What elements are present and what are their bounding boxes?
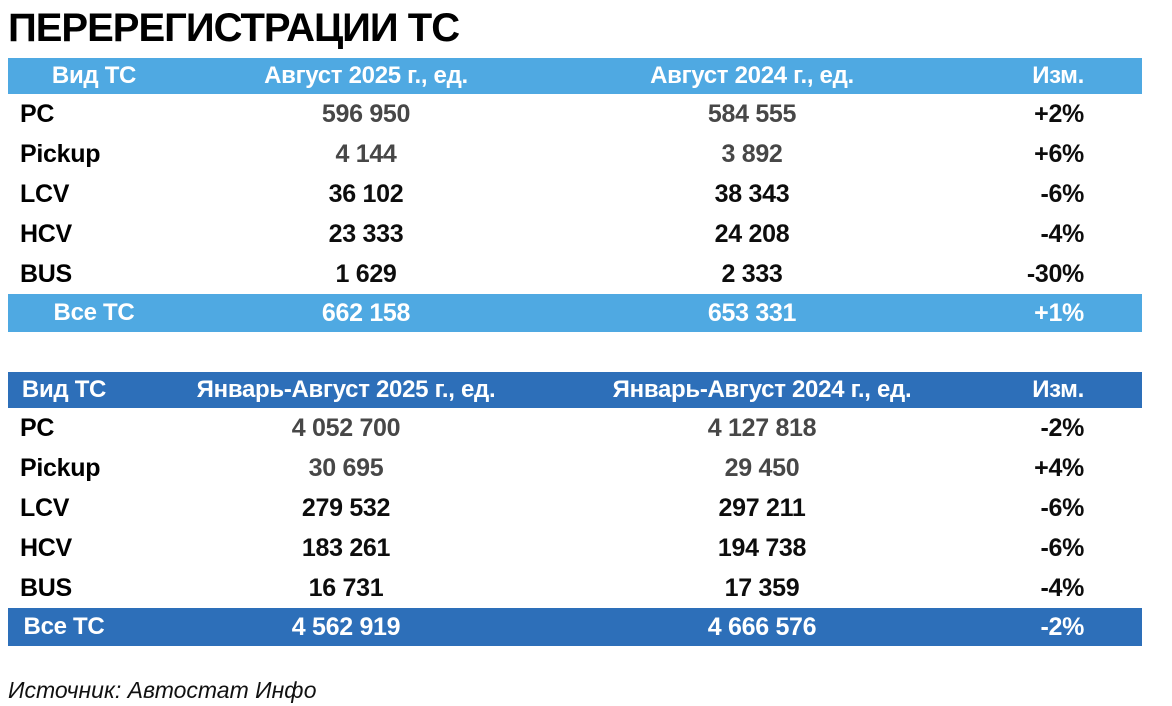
table-row-lcv: LCV 279 532 297 211 -6%	[8, 488, 1142, 528]
table-august-monthly: Вид ТС Август 2025 г., ед. Август 2024 г…	[8, 58, 1142, 332]
change-cell: -2%	[1040, 413, 1084, 442]
value-2025-cell: 36 102	[328, 179, 404, 208]
value-2025-cell: 16 731	[308, 573, 384, 602]
change-cell: +6%	[1034, 139, 1084, 168]
vehicle-type-cell: Pickup	[20, 139, 101, 168]
column-header-vehicle-type: Вид ТС	[51, 62, 137, 89]
table-header-row: Вид ТС Январь-Август 2025 г., ед. Январь…	[8, 372, 1142, 408]
vehicle-type-cell: BUS	[20, 259, 72, 288]
total-label-cell: Все ТС	[53, 299, 135, 326]
change-cell: -4%	[1040, 219, 1084, 248]
table-row-pc: PC 596 950 584 555 +2%	[8, 94, 1142, 134]
vehicle-type-cell: Pickup	[20, 453, 101, 482]
source-caption: Источник: Автостат Инфо	[8, 677, 317, 703]
table-row-hcv: HCV 23 333 24 208 -4%	[8, 214, 1142, 254]
total-change-cell: -2%	[1040, 612, 1084, 641]
column-header-change: Изм.	[1032, 62, 1084, 89]
total-2025-cell: 4 562 919	[291, 612, 401, 641]
change-cell: -4%	[1040, 573, 1084, 602]
table-total-row: Все ТС 4 562 919 4 666 576 -2%	[8, 608, 1142, 646]
vehicle-type-cell: PC	[20, 99, 55, 128]
vehicle-type-cell: LCV	[20, 493, 70, 522]
column-header-2024: Январь-Август 2024 г., ед.	[612, 376, 912, 403]
value-2025-cell: 30 695	[308, 453, 384, 482]
change-cell: -6%	[1040, 493, 1084, 522]
value-2025-cell: 4 144	[335, 139, 397, 168]
value-2024-cell: 38 343	[714, 179, 790, 208]
value-2024-cell: 297 211	[718, 493, 806, 522]
value-2025-cell: 1 629	[335, 259, 397, 288]
value-2024-cell: 17 359	[724, 573, 800, 602]
table-row-pickup: Pickup 4 144 3 892 +6%	[8, 134, 1142, 174]
change-cell: -6%	[1040, 179, 1084, 208]
table-row-pc: PC 4 052 700 4 127 818 -2%	[8, 408, 1142, 448]
change-cell: +2%	[1034, 99, 1084, 128]
total-change-cell: +1%	[1034, 298, 1084, 327]
table-row-bus: BUS 1 629 2 333 -30%	[8, 254, 1142, 294]
vehicle-type-cell: BUS	[20, 573, 72, 602]
value-2025-cell: 279 532	[301, 493, 391, 522]
total-2024-cell: 4 666 576	[707, 612, 817, 641]
table-row-lcv: LCV 36 102 38 343 -6%	[8, 174, 1142, 214]
column-header-2024: Август 2024 г., ед.	[650, 62, 854, 89]
table-row-pickup: Pickup 30 695 29 450 +4%	[8, 448, 1142, 488]
value-2024-cell: 24 208	[714, 219, 790, 248]
change-cell: +4%	[1034, 453, 1084, 482]
page-title: ПЕРЕРЕГИСТРАЦИИ ТС	[8, 6, 460, 50]
value-2024-cell: 4 127 818	[707, 413, 817, 442]
value-2025-cell: 183 261	[301, 533, 391, 562]
column-header-change: Изм.	[1032, 376, 1084, 403]
table-row-hcv: HCV 183 261 194 738 -6%	[8, 528, 1142, 568]
table-row-bus: BUS 16 731 17 359 -4%	[8, 568, 1142, 608]
table-january-august-ytd: Вид ТС Январь-Август 2025 г., ед. Январь…	[8, 372, 1142, 646]
column-header-vehicle-type: Вид ТС	[21, 376, 107, 403]
value-2025-cell: 4 052 700	[291, 413, 401, 442]
value-2025-cell: 23 333	[328, 219, 404, 248]
value-2024-cell: 194 738	[717, 533, 807, 562]
change-cell: -30%	[1026, 259, 1084, 288]
total-2024-cell: 653 331	[707, 298, 797, 327]
value-2024-cell: 3 892	[721, 139, 783, 168]
table-total-row: Все ТС 662 158 653 331 +1%	[8, 294, 1142, 332]
column-header-2025: Август 2025 г., ед.	[264, 62, 468, 89]
value-2024-cell: 29 450	[724, 453, 800, 482]
value-2024-cell: 584 555	[707, 99, 797, 128]
table-header-row: Вид ТС Август 2025 г., ед. Август 2024 г…	[8, 58, 1142, 94]
total-2025-cell: 662 158	[321, 298, 411, 327]
vehicle-type-cell: PC	[20, 413, 55, 442]
total-label-cell: Все ТС	[23, 613, 105, 640]
vehicle-type-cell: LCV	[20, 179, 70, 208]
change-cell: -6%	[1040, 533, 1084, 562]
vehicle-type-cell: HCV	[20, 533, 72, 562]
value-2024-cell: 2 333	[721, 259, 783, 288]
value-2025-cell: 596 950	[321, 99, 411, 128]
column-header-2025: Январь-Август 2025 г., ед.	[196, 376, 496, 403]
vehicle-type-cell: HCV	[20, 219, 72, 248]
